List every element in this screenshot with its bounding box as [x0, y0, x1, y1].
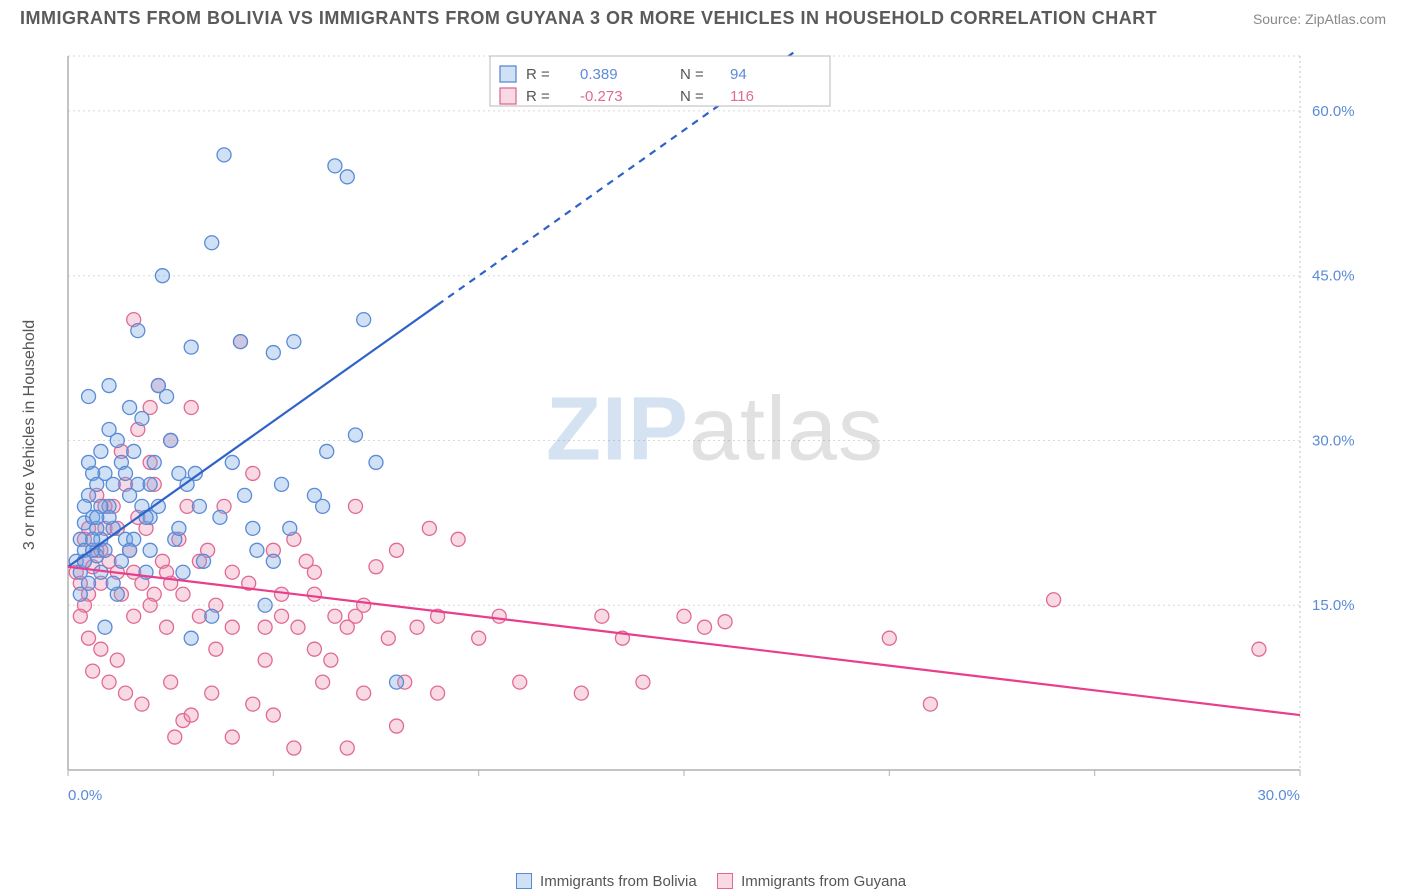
svg-text:R =: R = — [526, 66, 550, 83]
correlation-chart: 15.0% 30.0% 45.0% 60.0% 0.0% 30.0% R = 0.389 N … — [60, 50, 1370, 820]
svg-text:116: 116 — [730, 88, 754, 105]
svg-text:94: 94 — [730, 66, 747, 83]
svg-text:-0.273: -0.273 — [580, 88, 623, 105]
svg-text:45.0%: 45.0% — [1312, 268, 1355, 285]
legend-swatch-bolivia — [516, 873, 532, 889]
legend-label-guyana: Immigrants from Guyana — [741, 873, 906, 890]
svg-text:N =: N = — [680, 66, 704, 83]
svg-text:N =: N = — [680, 88, 704, 105]
legend-swatch-guyana — [717, 873, 733, 889]
bottom-legend: Immigrants from Bolivia Immigrants from … — [0, 873, 1406, 890]
svg-text:30.0%: 30.0% — [1257, 787, 1300, 804]
y-axis-label: 3 or more Vehicles in Household — [21, 320, 39, 550]
svg-text:R =: R = — [526, 88, 550, 105]
source-label: Source: ZipAtlas.com — [1253, 11, 1386, 27]
svg-text:0.0%: 0.0% — [68, 787, 102, 804]
page-title: IMMIGRANTS FROM BOLIVIA VS IMMIGRANTS FR… — [20, 8, 1157, 29]
svg-text:60.0%: 60.0% — [1312, 103, 1355, 120]
legend-label-bolivia: Immigrants from Bolivia — [540, 873, 697, 890]
svg-text:0.389: 0.389 — [580, 66, 618, 83]
svg-text:15.0%: 15.0% — [1312, 597, 1355, 614]
svg-text:30.0%: 30.0% — [1312, 432, 1355, 449]
